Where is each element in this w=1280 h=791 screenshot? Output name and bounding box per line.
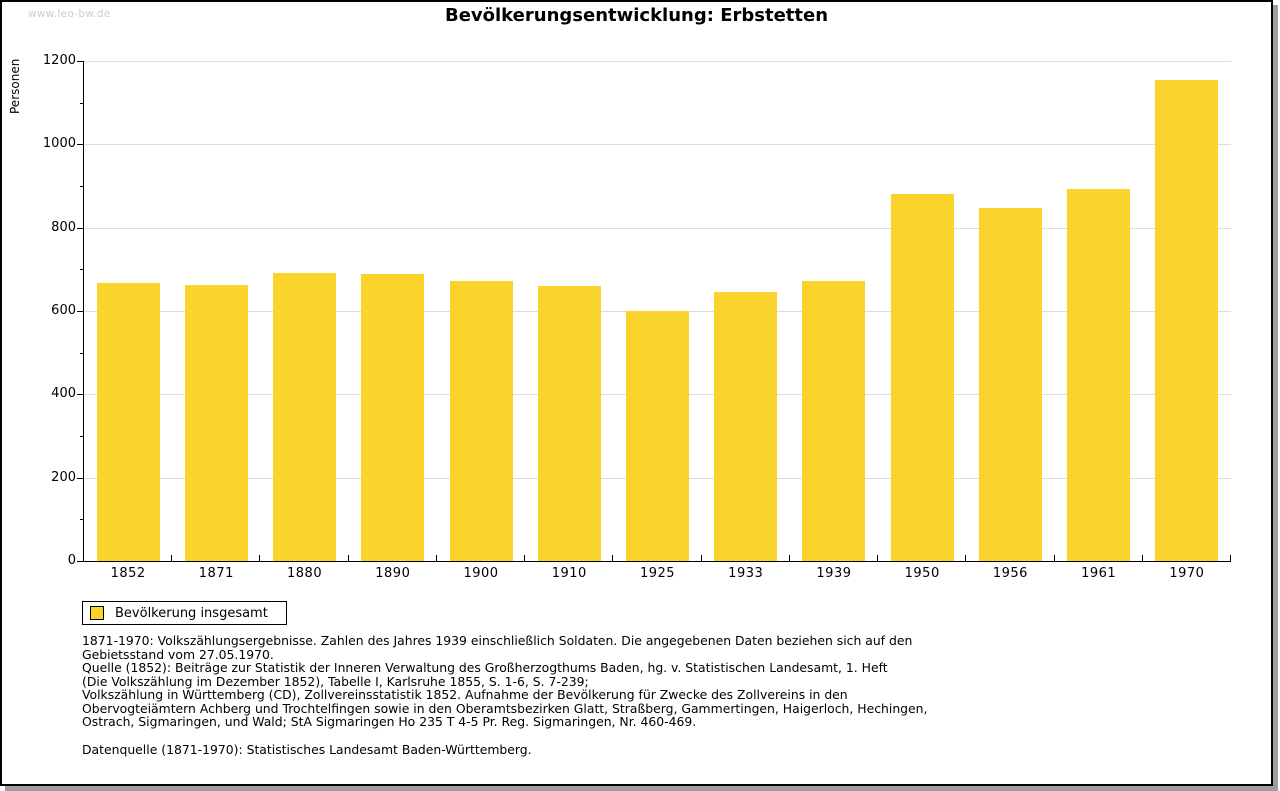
x-tick: [1230, 555, 1231, 561]
footnote-line: 1871-1970: Volkszählungsergebnisse. Zahl…: [82, 633, 913, 648]
footnote-line: Gebietsstand vom 27.05.1970.: [82, 646, 274, 662]
bar-1925: [626, 311, 689, 561]
x-tick-label: 1900: [463, 566, 499, 581]
x-tick-label: 1925: [639, 566, 676, 581]
x-tick: [612, 555, 614, 561]
bar-1970: [1155, 80, 1219, 561]
bar-1961: [1067, 189, 1131, 561]
x-tick: [1141, 555, 1143, 561]
legend-swatch-icon: [90, 606, 104, 620]
datasource-line: Datenquelle (1871-1970): Statistisches L…: [82, 742, 532, 757]
page-title: Bevölkerungsentwicklung: Erbstetten: [444, 5, 829, 26]
y-minor-tick-700: [80, 269, 84, 270]
x-tick-label: 1950: [904, 566, 940, 581]
legend: Bevölkerung insgesamt: [82, 601, 287, 625]
y-tick-600: [77, 311, 84, 312]
x-tick: [1053, 555, 1055, 561]
x-tick: [171, 555, 173, 561]
bar-1900: [449, 281, 513, 561]
x-tick: [347, 555, 349, 561]
bar-1933: [714, 292, 778, 561]
y-tick-1000: [77, 144, 84, 145]
y-tick-label: 1000: [42, 136, 76, 151]
y-tick-label: 400: [51, 386, 76, 401]
x-tick-label: 1970: [1169, 566, 1205, 581]
gridline-800: [84, 228, 1231, 229]
bar-1939: [802, 281, 866, 561]
plot-area: 0 200 400 600 800 1000 1200 1852 1871 1880 1890 190…: [43, 53, 1231, 581]
watermark: www.leo-bw.de: [28, 8, 111, 20]
footnote-line: Volkszählung in Württemberg (CD), Zollve…: [82, 687, 848, 702]
x-tick: [877, 555, 879, 561]
y-tick-label: 800: [51, 220, 76, 235]
y-tick-label: 600: [51, 303, 76, 318]
y-tick-label: 1200: [42, 53, 76, 68]
bar-1890: [361, 274, 425, 561]
bar-1910: [537, 286, 601, 561]
y-minor-tick-300: [80, 436, 84, 437]
bar-1880: [273, 273, 337, 561]
y-tick-label: 200: [51, 470, 76, 485]
bar-1956: [978, 208, 1042, 561]
y-minor-tick-1100: [80, 103, 84, 104]
x-tick: [700, 555, 702, 561]
x-tick-label: 1871: [198, 566, 234, 581]
footnote-line: Ostrach, Sigmaringen, und Wald; StA Sigm…: [82, 714, 697, 729]
gridline-1000: [84, 144, 1231, 145]
x-tick: [788, 555, 790, 561]
footnote-line: Obervogteiämtern Achberg und Trochtelfin…: [82, 700, 928, 716]
y-minor-tick-900: [80, 186, 84, 187]
x-tick-label: 1852: [110, 566, 146, 581]
y-tick-400: [77, 394, 84, 395]
footnote-line: Quelle (1852): Beiträge zur Statistik de…: [82, 660, 888, 675]
y-tick-1200: [77, 61, 84, 62]
y-tick-0: [77, 561, 84, 562]
x-tick: [965, 555, 967, 561]
x-tick-label: 1880: [287, 566, 323, 581]
x-tick-label: 1890: [375, 566, 411, 581]
x-tick: [259, 555, 261, 561]
x-tick: [435, 555, 437, 561]
y-tick-800: [77, 228, 84, 229]
footnote-line: (Die Volkszählung im Dezember 1852), Tab…: [82, 673, 589, 689]
x-tick: [524, 555, 526, 561]
footnotes: 1871-1970: Volkszählungsergebnisse. Zahl…: [82, 634, 927, 729]
bar-1852: [96, 283, 160, 561]
y-minor-tick-500: [80, 353, 84, 354]
x-tick-label: 1933: [728, 566, 764, 581]
x-tick-label: 1910: [551, 566, 587, 581]
y-axis-title: Personen: [8, 58, 22, 114]
x-tick-label: 1961: [1081, 566, 1117, 581]
bar-1950: [890, 194, 954, 561]
y-tick-200: [77, 478, 84, 479]
bar-1871: [184, 285, 248, 561]
gridline-1200: [84, 61, 1231, 62]
x-tick-label: 1956: [992, 566, 1028, 581]
legend-label: Bevölkerung insgesamt: [115, 605, 268, 621]
x-tick-label: 1939: [816, 566, 852, 581]
y-tick-label: 0: [67, 553, 76, 568]
y-minor-tick-100: [80, 519, 84, 520]
